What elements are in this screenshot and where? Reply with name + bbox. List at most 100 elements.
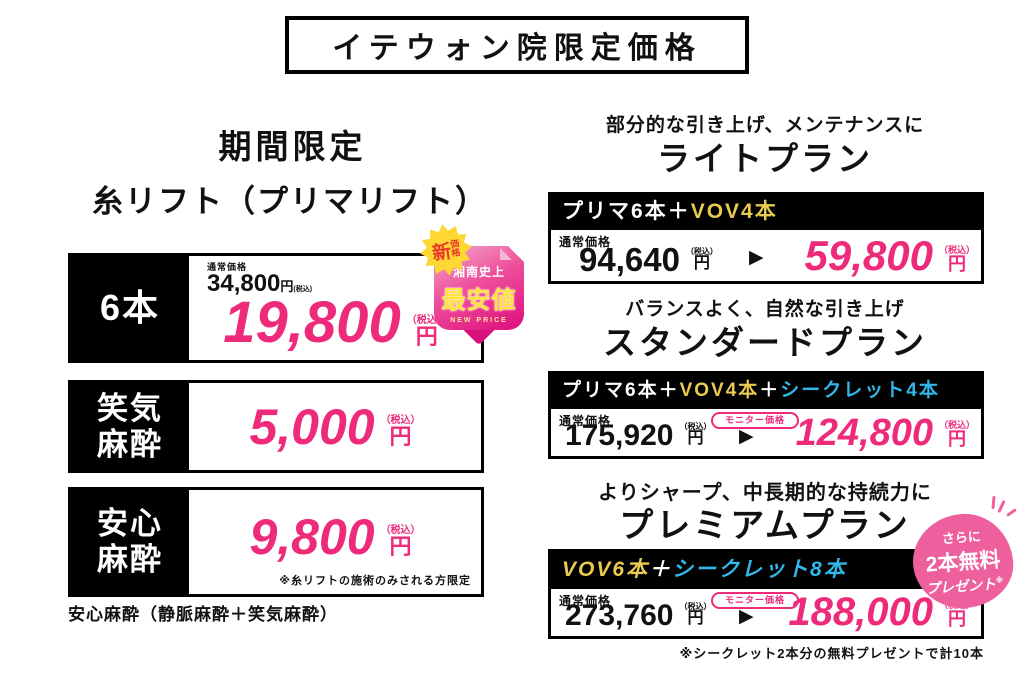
yen-label: 円 — [947, 254, 966, 274]
monitor-price-pill: モニター価格 — [711, 412, 800, 429]
price-unit: （税込） 円 — [679, 423, 711, 451]
tax-label: （税込） — [679, 422, 712, 431]
sale-price: 124,800 （税込） 円 — [796, 414, 975, 452]
row-label-anshin: 安心 麻酔 — [71, 490, 189, 594]
badge-present: プレゼント※ — [925, 573, 1004, 598]
row-label-6hon: 6本 — [71, 256, 189, 360]
normal-price-label: 通常価格 — [559, 235, 612, 249]
premium-plan-combo-bar: VOV6本 ＋ シークレット8本 — [548, 549, 984, 586]
price-unit: （税込） 円 — [407, 316, 447, 352]
monitor-price-pill: モニター価格 — [711, 592, 800, 609]
normal-price-label: 通常価格 — [207, 262, 248, 272]
burst-sub2: 格 — [450, 247, 462, 259]
row-note: ※糸リフトの施術のみされる方限定 — [279, 575, 471, 587]
standard-plan-subtitle: バランスよく、自然な引き上げ — [625, 299, 905, 320]
normal-price-unit: 円 — [280, 279, 294, 294]
fold-corner-shadow-icon — [500, 248, 512, 260]
arrow-icon: ▶ — [749, 247, 764, 268]
sparkle-icon — [991, 495, 996, 510]
arrow-icon: ▶ — [739, 606, 754, 627]
burst-sub-chars: 価 格 — [450, 239, 461, 258]
tax-label: （税込） — [406, 315, 447, 326]
premium-plan-subtitle: よりシャープ、中長期的な持続力に — [598, 482, 932, 504]
combo-seg-vov: VOV4本 — [679, 380, 760, 401]
premium-plan-title: プレミアムプラン — [619, 507, 911, 545]
premium-footnote: ※シークレット2本分の無料プレゼントで計10本 — [679, 646, 984, 661]
badge-line-shonan: 湘南史上 — [452, 264, 505, 279]
sale-price-value: 9,800 — [249, 509, 375, 565]
normal-price-value: 273,760 — [565, 599, 674, 632]
price-unit: （税込） 円 — [939, 421, 975, 452]
sale-price-value: 124,800 — [795, 412, 933, 454]
anesthesia-footnote: 安心麻酔（静脈麻酔＋笑気麻酔） — [68, 605, 338, 624]
arrow-icon: ▶ — [739, 426, 754, 447]
combo-seg-plus: ＋ — [649, 557, 673, 581]
sparkle-icon — [997, 499, 1006, 514]
light-plan-subtitle: 部分的な引き上げ、メンテナンスに — [605, 115, 925, 136]
tax-label: （税込） — [938, 420, 975, 430]
light-plan-price-box: 通常価格 94,640 （税込） 円 ▶ 59,800 （税込） 円 — [548, 227, 984, 284]
sale-price: 59,800 （税込） 円 — [805, 235, 975, 277]
price-unit: （税込） 円 — [381, 526, 421, 562]
combo-seg-prima: プリマ6本＋ — [562, 199, 691, 223]
row-label-line2: 麻酔 — [97, 426, 163, 462]
tax-label: （税込） — [679, 602, 712, 611]
price-row-6hon: 6本 通常価格 34,800円(税込) 19,800 （税込） 円 — [68, 253, 484, 363]
left-heading-limited: 期間限定 — [218, 128, 367, 165]
sale-price: 9,800 （税込） 円 — [249, 512, 420, 562]
yen-label: 円 — [693, 255, 710, 272]
light-plan-title: ライトプラン — [657, 140, 873, 177]
price-unit: （税込） 円 — [381, 415, 421, 452]
row-content: 通常価格 34,800円(税込) 19,800 （税込） 円 — [189, 256, 481, 360]
sale-price: 5,000 （税込） 円 — [249, 402, 420, 452]
yen-label: 円 — [687, 430, 704, 447]
fold-corner-icon — [508, 246, 524, 262]
normal-price: 94,640 （税込） 円 — [579, 243, 718, 276]
combo-seg-secret: シークレット4本 — [780, 380, 940, 401]
light-plan-combo-bar: プリマ6本＋ VOV4本 — [548, 192, 984, 227]
normal-price-tax: (税込) — [293, 286, 313, 293]
sale-price-value: 19,800 — [223, 290, 401, 355]
page-title-text: イテウォン院限定価格 — [332, 32, 702, 65]
standard-plan-price-box: 通常価格 175,920 （税込） 円 モニター価格 ▶ 124,800 （税込… — [548, 406, 984, 459]
yen-label: 円 — [415, 324, 438, 349]
normal-price: 175,920 （税込） 円 — [565, 421, 711, 451]
normal-price-block: 通常価格 34,800円(税込) — [207, 263, 312, 296]
row-label-text: 6本 — [99, 287, 161, 329]
combo-seg-vov: VOV4本 — [690, 199, 778, 223]
sale-price-value: 5,000 — [249, 398, 375, 455]
badge-pin: 湘南史上 最安値 NEW PRICE — [434, 246, 524, 330]
badge-line-newprice: NEW PRICE — [450, 316, 508, 324]
standard-plan-combo-bar: プリマ6本＋ VOV4本 ＋ シークレット4本 — [548, 371, 984, 406]
tax-label: （税込） — [938, 245, 975, 255]
row-content: 5,000 （税込） 円 — [189, 383, 481, 470]
price-row-shouki: 笑気 麻酔 5,000 （税込） 円 — [68, 380, 484, 473]
price-unit: （税込） 円 — [679, 603, 711, 631]
normal-price-value: 175,920 — [565, 419, 674, 452]
yen-label: 円 — [947, 429, 966, 449]
combo-seg-plus: ＋ — [759, 380, 781, 401]
yen-label: 円 — [687, 610, 704, 627]
badge-note-mark: ※ — [995, 575, 1004, 585]
normal-price-label: 通常価格 — [559, 414, 612, 428]
combo-seg-prima: プリマ6本＋ — [562, 380, 680, 401]
yen-label: 円 — [389, 534, 412, 559]
row-label-line2: 麻酔 — [97, 542, 163, 577]
normal-price: 273,760 （税込） 円 — [565, 601, 711, 631]
badge-line-lowest: 最安値 — [441, 286, 517, 314]
sale-price: 19,800 （税込） 円 — [223, 294, 446, 352]
sale-price-value: 188,000 — [788, 590, 933, 634]
price-row-anshin: 安心 麻酔 9,800 （税込） 円 ※糸リフトの施術のみされる方限定 — [68, 487, 484, 597]
yen-label: 円 — [947, 609, 966, 629]
premium-plan-price-box: 通常価格 273,760 （税込） 円 モニター価格 ▶ 188,000 （税込… — [548, 586, 984, 639]
standard-plan-title: スタンダードプラン — [603, 324, 927, 361]
combo-seg-secret: シークレット8本 — [672, 557, 847, 581]
tax-label: （税込） — [380, 525, 421, 536]
row-label-line1: 安心 — [97, 506, 163, 542]
price-unit: （税込） 円 — [686, 248, 718, 276]
row-label-shouki: 笑気 麻酔 — [71, 383, 189, 470]
row-content: 9,800 （税込） 円 ※糸リフトの施術のみされる方限定 — [189, 490, 481, 594]
normal-price-label: 通常価格 — [559, 594, 612, 608]
badge-present-text: プレゼント — [925, 575, 997, 597]
normal-price-value: 94,640 — [579, 241, 680, 278]
